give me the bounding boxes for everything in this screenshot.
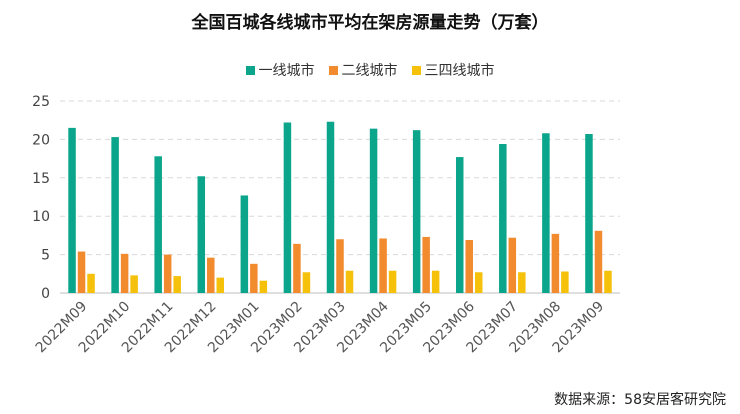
legend-label: 二线城市 <box>341 63 398 79</box>
bar-2 <box>120 253 129 293</box>
bar-1 <box>412 130 421 293</box>
legend: 一线城市 二线城市 三四线城市 <box>0 60 740 80</box>
bar-3 <box>173 276 181 293</box>
bar-2 <box>508 237 517 293</box>
bar-3 <box>474 272 483 293</box>
bar-3 <box>518 272 526 293</box>
legend-swatch <box>328 65 338 75</box>
bar-3 <box>431 270 440 293</box>
legend-swatch <box>411 65 421 75</box>
bar-1 <box>111 137 119 293</box>
y-tick-label: 10 <box>32 209 50 225</box>
y-tick-label: 20 <box>32 132 50 148</box>
bar-3 <box>259 280 268 293</box>
bar-2 <box>594 230 603 293</box>
y-tick-label: 25 <box>32 94 50 110</box>
legend-item: 三四线城市 <box>411 60 495 80</box>
bar-1 <box>240 195 249 293</box>
bar-1 <box>499 144 507 293</box>
y-tick-label: 15 <box>32 171 50 187</box>
bar-1 <box>154 156 162 293</box>
bar-2 <box>207 257 215 293</box>
bar-3 <box>388 270 397 293</box>
bar-3 <box>561 271 569 293</box>
bar-1 <box>585 134 593 293</box>
bar-1 <box>369 128 378 293</box>
bar-2 <box>422 236 430 293</box>
bar-2 <box>250 263 258 293</box>
bar-2 <box>379 238 387 293</box>
bar-1 <box>455 157 464 293</box>
bar-2 <box>77 251 86 293</box>
bar-1 <box>326 121 335 294</box>
legend-item: 二线城市 <box>328 60 398 80</box>
bar-3 <box>604 270 612 293</box>
bar-3 <box>216 277 225 293</box>
bar-2 <box>465 240 473 293</box>
source-note: 数据来源：58安居客研究院 <box>554 392 726 408</box>
bar-2 <box>336 239 344 293</box>
y-tick-label: 0 <box>41 286 50 302</box>
y-tick-label: 5 <box>41 248 50 264</box>
bar-1 <box>197 176 206 293</box>
bar-1 <box>68 127 76 293</box>
bar-2 <box>551 233 560 293</box>
legend-swatch <box>245 65 255 75</box>
bar-3 <box>345 270 354 293</box>
bar-1 <box>542 133 550 293</box>
bar-3 <box>130 275 138 293</box>
legend-item: 一线城市 <box>245 60 315 80</box>
legend-label: 三四线城市 <box>424 63 495 79</box>
chart-title: 全国百城各线城市平均在架房源量走势（万套） <box>191 13 549 33</box>
bar-1 <box>283 122 292 293</box>
bar-2 <box>293 243 301 293</box>
bar-2 <box>163 254 172 293</box>
bar-3 <box>302 272 311 293</box>
legend-label: 一线城市 <box>258 63 315 79</box>
bar-3 <box>87 273 95 293</box>
